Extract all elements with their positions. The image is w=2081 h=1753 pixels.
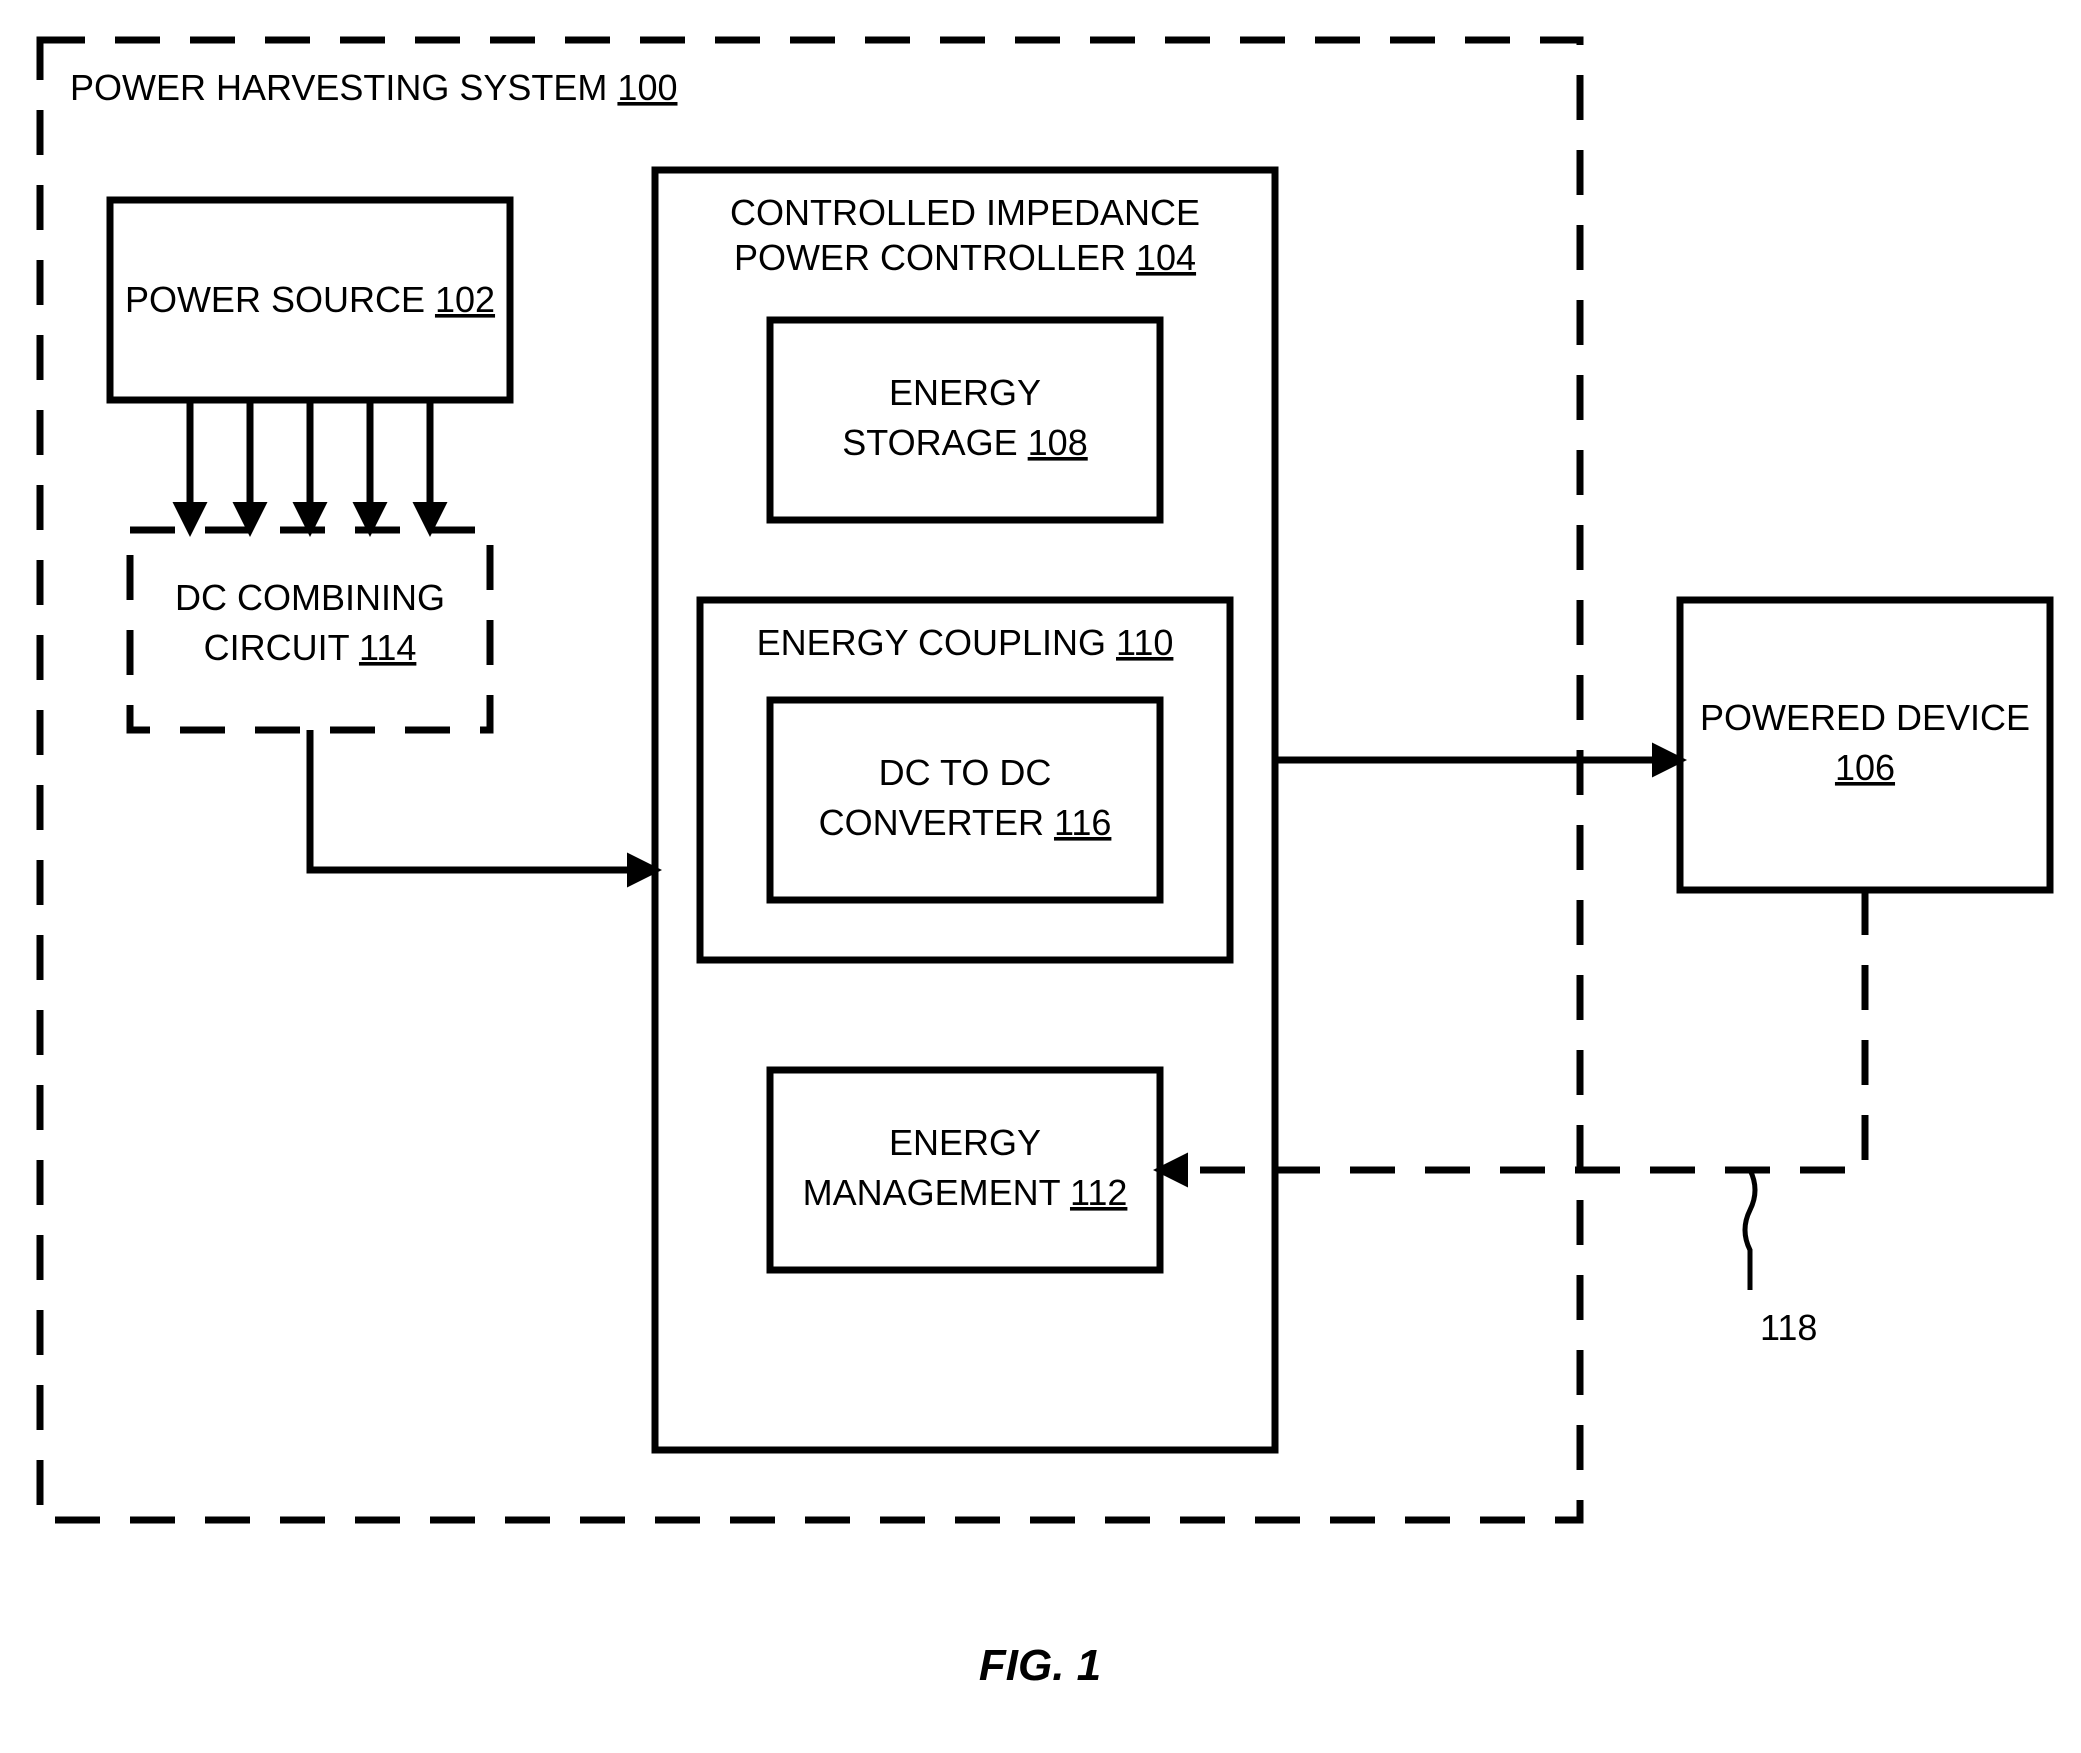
powered-device-ref: 106	[1835, 747, 1895, 788]
energy-management-label: MANAGEMENT 112	[803, 1172, 1128, 1213]
svg-text:ENERGY: ENERGY	[889, 372, 1041, 413]
svg-text:CONTROLLED IMPEDANCE: CONTROLLED IMPEDANCE	[730, 192, 1200, 233]
controller-label: POWER CONTROLLER 104	[734, 237, 1196, 278]
svg-text:ENERGY: ENERGY	[889, 1122, 1041, 1163]
dc-to-dc-label: CONVERTER 116	[819, 802, 1112, 843]
feedback-ref: 118	[1760, 1307, 1817, 1348]
energy-coupling-label: ENERGY COUPLING 110	[757, 622, 1174, 663]
dc-combining-label: CIRCUIT 114	[204, 627, 417, 668]
power-source-label: POWER SOURCE 102	[125, 279, 495, 320]
svg-text:DC COMBINING: DC COMBINING	[175, 577, 445, 618]
svg-text:DC TO DC: DC TO DC	[879, 752, 1052, 793]
svg-text:POWERED DEVICE: POWERED DEVICE	[1700, 697, 2030, 738]
energy-storage-label: STORAGE 108	[842, 422, 1087, 463]
system-label: POWER HARVESTING SYSTEM 100	[70, 67, 678, 108]
figure-label: FIG. 1	[979, 1641, 1101, 1690]
